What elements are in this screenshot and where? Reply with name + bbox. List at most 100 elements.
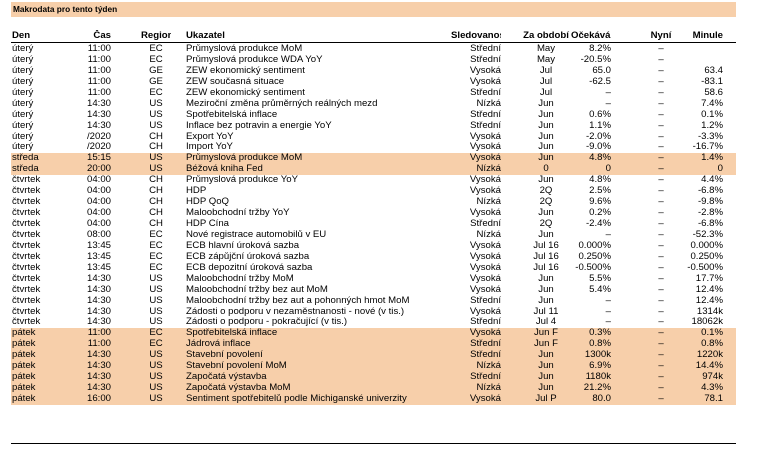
cell-cas: 14:30 bbox=[86, 372, 111, 383]
cell-oc: 1.1% bbox=[589, 120, 611, 131]
cell-mi: -6.8% bbox=[697, 219, 723, 229]
cell-ny: – bbox=[658, 339, 664, 350]
cell-region: EC bbox=[149, 44, 163, 54]
cell-oc: 65.0 bbox=[592, 65, 611, 76]
cell-mi: 0.8% bbox=[701, 339, 723, 350]
cell-cas: 04:00 bbox=[86, 219, 111, 229]
cell-za: Jun bbox=[538, 284, 554, 295]
cell-sled: Střední bbox=[470, 44, 501, 54]
cell-region: US bbox=[149, 153, 163, 164]
cell-ukazatel: Nové registrace automobilů v EU bbox=[186, 229, 327, 240]
cell-mi: -0.500% bbox=[687, 262, 723, 273]
cell-za: Jun bbox=[538, 142, 554, 153]
cell-mi: 18062k bbox=[691, 317, 723, 328]
cell-mi: 78.1 bbox=[704, 394, 723, 404]
cell-region: CH bbox=[149, 142, 163, 153]
cell-mi: 0.1% bbox=[701, 328, 723, 339]
cell-za: Jul P bbox=[535, 394, 557, 404]
page-title: Makrodata pro tento týden bbox=[13, 4, 118, 14]
cell-oc: -2.0% bbox=[585, 131, 611, 142]
table-row: čtvrtek 14:30 US Žádosti o podporu - pokrač… bbox=[11, 317, 736, 328]
cell-sled: Vysoká bbox=[469, 76, 501, 87]
table-row: středa 15:15 US Průmyslová produkce MoM Vyso… bbox=[11, 153, 736, 165]
cell-den: úterý bbox=[12, 54, 34, 65]
cell-mi: 12.4% bbox=[695, 295, 723, 306]
cell-sled: Vysoká bbox=[469, 186, 501, 197]
cell-den: čtvrtek bbox=[12, 229, 41, 240]
cell-oc: – bbox=[605, 229, 611, 240]
cell-za: Jul bbox=[539, 65, 553, 76]
cell-cas: 13:45 bbox=[86, 251, 111, 262]
cell-sled: Nízká bbox=[476, 197, 501, 208]
cell-ny: – bbox=[658, 219, 664, 229]
cell-cas: 11:00 bbox=[87, 54, 111, 65]
table-row: čtvrtek 04:00 CH Průmyslová produkce YoY Vys… bbox=[11, 175, 736, 186]
cell-oc: 1180k bbox=[585, 372, 611, 383]
cell-mi: 63.4 bbox=[704, 65, 723, 76]
cell-oc: – bbox=[605, 306, 611, 317]
cell-cas: 11:00 bbox=[87, 76, 111, 87]
cell-oc: – bbox=[605, 87, 611, 98]
cell-oc: – bbox=[605, 295, 611, 306]
cell-region: US bbox=[149, 317, 163, 328]
cell-sled: Střední bbox=[470, 87, 501, 98]
cell-sled: Vysoká bbox=[469, 306, 501, 317]
cell-mi: -9.8% bbox=[697, 197, 723, 208]
cell-mi: 0.1% bbox=[701, 109, 723, 120]
cell-sled: Vysoká bbox=[469, 175, 501, 186]
cell-sled: Nízká bbox=[476, 98, 501, 109]
cell-ny: – bbox=[658, 65, 664, 76]
cell-region: US bbox=[149, 383, 163, 394]
cell-oc: 4.8% bbox=[589, 153, 611, 164]
cell-ny: – bbox=[658, 306, 664, 317]
cell-ukazatel: HDP QoQ bbox=[186, 197, 230, 208]
cell-ny: – bbox=[658, 186, 664, 197]
cell-ny: – bbox=[658, 87, 664, 98]
cell-den: úterý bbox=[12, 131, 34, 142]
cell-sled: Nízká bbox=[476, 361, 501, 372]
cell-sled: Střední bbox=[470, 120, 501, 131]
cell-sled: Vysoká bbox=[469, 284, 501, 295]
cell-za: Jun bbox=[538, 131, 554, 142]
cell-region: US bbox=[149, 273, 163, 284]
table-bottom-divider bbox=[11, 443, 736, 444]
cell-den: úterý bbox=[12, 65, 34, 76]
table-row: čtvrtek 13:45 EC ECB hlavní úroková sazba Vy… bbox=[11, 241, 736, 252]
cell-den: pátek bbox=[12, 339, 36, 350]
cell-sled: Vysoká bbox=[469, 208, 501, 219]
cell-region: US bbox=[149, 361, 163, 372]
cell-sled: Vysoká bbox=[469, 262, 501, 273]
cell-ukazatel: ECB hlavní úroková sazba bbox=[186, 240, 300, 251]
cell-za: Jul 4 bbox=[535, 317, 557, 328]
cell-ny: – bbox=[658, 394, 664, 404]
cell-den: úterý bbox=[12, 87, 34, 98]
cell-den: čtvrtek bbox=[12, 197, 41, 208]
cell-mi: 12.4% bbox=[695, 284, 723, 295]
cell-oc: -9.0% bbox=[585, 142, 611, 153]
table-row: čtvrtek 04:00 CH HDP Čína Střední 2Q -2.4% – -6.… bbox=[11, 219, 736, 230]
cell-ny: – bbox=[658, 175, 664, 186]
cell-za: May bbox=[536, 54, 556, 65]
table-row: čtvrtek 08:00 EC Nové registrace automobilů… bbox=[11, 230, 736, 241]
cell-ny: – bbox=[658, 273, 664, 284]
table-row: čtvrtek 14:30 US Maloobchodní tržby MoM Vyso… bbox=[11, 274, 736, 285]
header-nyni: Nyní bbox=[650, 30, 672, 41]
cell-ukazatel: Průmyslová produkce YoY bbox=[186, 175, 298, 186]
cell-ny: – bbox=[658, 76, 664, 87]
cell-oc: 0.3% bbox=[589, 328, 611, 339]
cell-oc: 0.250% bbox=[578, 251, 611, 262]
cell-mi: 0.250% bbox=[690, 251, 723, 262]
cell-oc: 0.8% bbox=[589, 339, 611, 350]
cell-region: CH bbox=[149, 219, 163, 229]
cell-cas: 11:00 bbox=[87, 339, 111, 350]
cell-oc: 4.8% bbox=[589, 175, 611, 186]
cell-cas: 14:30 bbox=[86, 350, 111, 361]
cell-region: US bbox=[149, 394, 163, 404]
cell-mi: 14.4% bbox=[695, 361, 723, 372]
header-sledovanost: Sledovanost bbox=[451, 30, 501, 41]
cell-ny: – bbox=[658, 142, 664, 153]
cell-ukazatel: Započatá výstavba bbox=[186, 372, 267, 383]
cell-za: Jun bbox=[538, 383, 554, 394]
cell-za: 2Q bbox=[539, 219, 553, 229]
cell-mi: -52.3% bbox=[692, 229, 723, 240]
